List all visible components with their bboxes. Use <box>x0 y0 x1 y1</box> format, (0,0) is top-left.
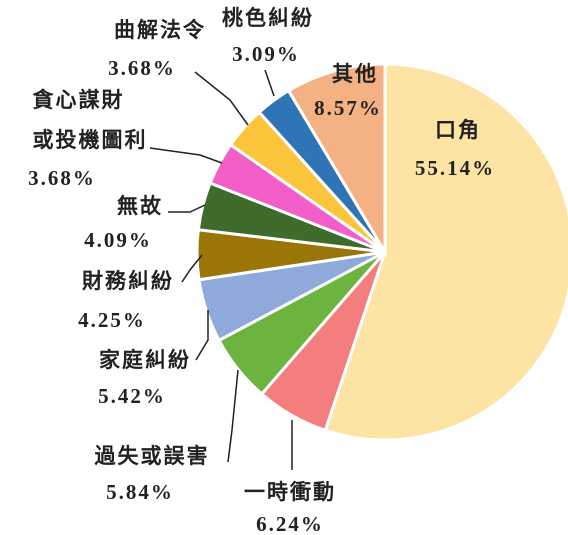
value-label: 4.09% <box>84 228 152 252</box>
value-label: 3.09% <box>232 42 300 66</box>
category-label: 財務糾紛 <box>82 269 174 293</box>
value-label: 5.84% <box>106 480 174 504</box>
value-label: 5.42% <box>98 384 166 408</box>
value-label: 6.24% <box>256 512 324 535</box>
category-label: 口角 <box>435 118 481 142</box>
category-label: 其他 <box>332 62 378 86</box>
category-label: 過失或誤害 <box>94 444 210 468</box>
value-label: 55.14% <box>414 156 496 180</box>
value-label: 3.68% <box>108 56 176 80</box>
category-label: 桃色糾紛 <box>222 6 314 30</box>
category-label: 家庭糾紛 <box>99 348 191 372</box>
leader-lines <box>149 69 293 470</box>
value-label: 8.57% <box>314 96 382 120</box>
category-label: 曲解法令 <box>114 18 206 42</box>
value-label: 4.25% <box>78 308 146 332</box>
category-label: 無故 <box>117 194 163 218</box>
pie-slice <box>286 62 387 258</box>
category-label: 一時衝動 <box>244 480 336 504</box>
category-label: 貪心謀財 或投機圖利 <box>32 88 148 152</box>
value-label: 3.68% <box>28 166 96 190</box>
